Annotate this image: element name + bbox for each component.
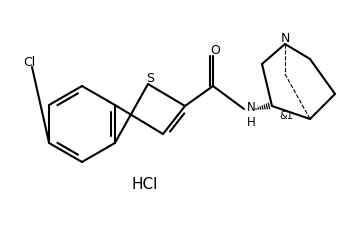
Text: Cl: Cl — [23, 56, 35, 69]
Text: O: O — [210, 43, 220, 56]
Text: S: S — [146, 72, 154, 85]
Text: N
H: N H — [247, 101, 256, 128]
Text: HCl: HCl — [132, 177, 158, 192]
Text: &1: &1 — [279, 110, 293, 120]
Text: N: N — [280, 31, 290, 44]
